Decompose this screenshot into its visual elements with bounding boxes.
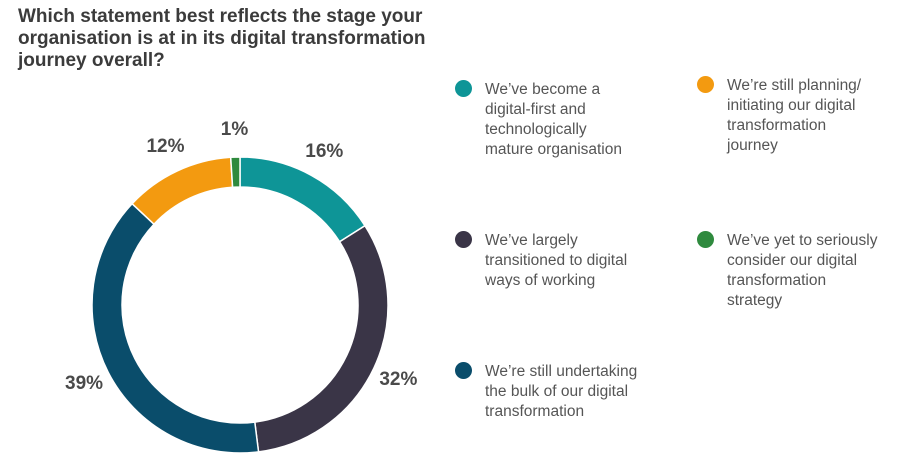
legend-item: We’ve become a digital-first and technol… — [455, 80, 622, 160]
donut-slice — [131, 156, 234, 226]
legend-item: We’re still planning/ initiating our dig… — [697, 76, 861, 156]
legend-label: We’ve become a digital-first and technol… — [485, 81, 622, 158]
legend-item: We’ve yet to seriously consider our digi… — [697, 231, 877, 311]
chart-title: Which statement best reflects the stage … — [18, 6, 426, 71]
legend-item: We’re still undertaking the bulk of our … — [455, 362, 637, 422]
slice-value-label: 32% — [379, 368, 418, 390]
legend-swatch — [697, 76, 714, 93]
legend-swatch — [455, 362, 472, 379]
donut-slice — [91, 202, 260, 454]
legend-swatch — [697, 231, 714, 248]
donut-slice — [229, 156, 241, 189]
legend-label: We’ve largely transitioned to digital wa… — [485, 232, 628, 289]
legend-swatch — [455, 231, 472, 248]
donut-slice — [253, 224, 389, 453]
slice-value-label: 39% — [65, 373, 104, 395]
legend-label: We’re still planning/ initiating our dig… — [727, 77, 862, 154]
legend-item: We’ve largely transitioned to digital wa… — [455, 231, 627, 291]
slice-value-label: 12% — [146, 135, 185, 157]
legend-label: We’ve yet to seriously consider our digi… — [727, 232, 878, 309]
slice-value-label: 1% — [220, 119, 249, 141]
donut-slice — [239, 156, 366, 243]
slice-value-label: 16% — [305, 140, 344, 162]
legend-swatch — [455, 80, 472, 97]
legend-label: We’re still undertaking the bulk of our … — [485, 363, 638, 420]
